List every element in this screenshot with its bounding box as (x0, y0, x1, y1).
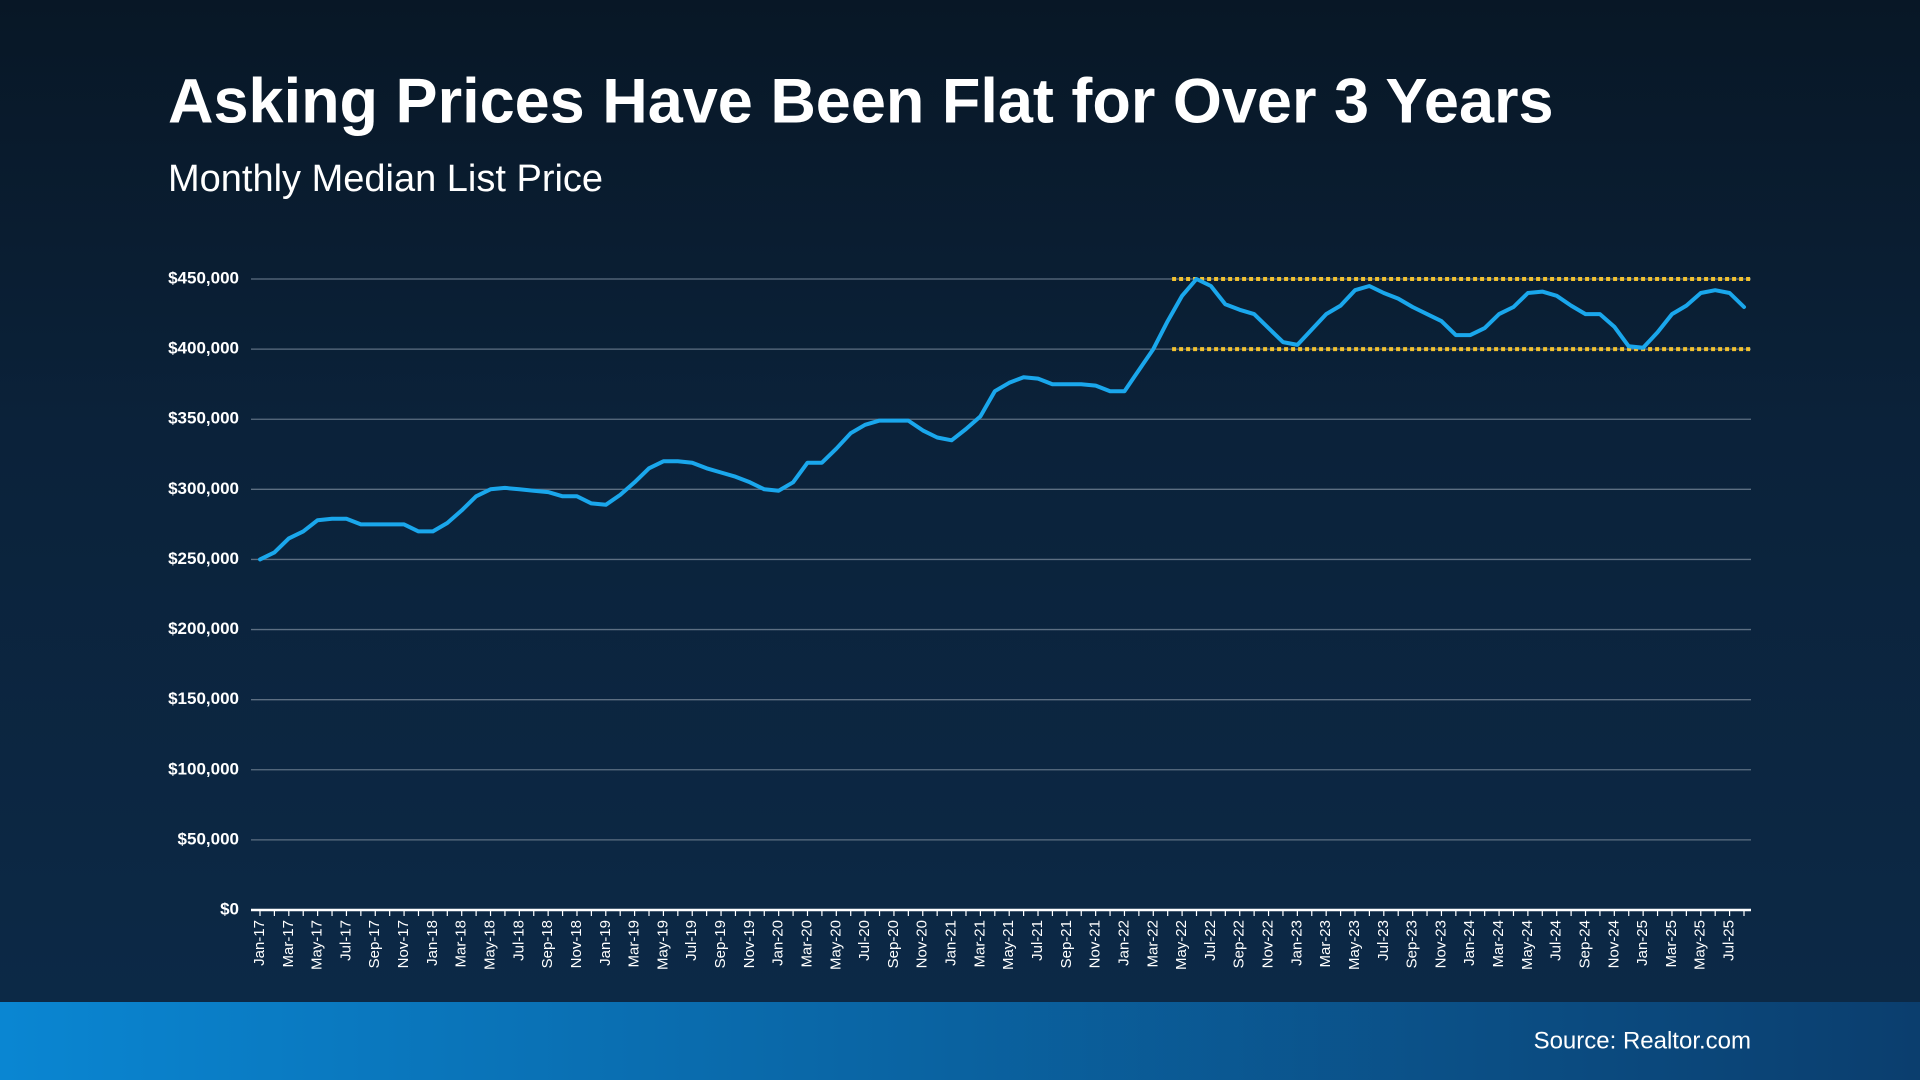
y-tick-label: $350,000 (168, 409, 239, 428)
x-tick-label: Jan-25 (1634, 920, 1651, 966)
x-tick-label: Jul-17 (337, 920, 354, 961)
x-tick-label: Sep-18 (539, 920, 556, 968)
data-line (258, 277, 1746, 562)
x-tick-label: Jul-22 (1202, 920, 1219, 961)
x-tick-label: May-17 (309, 920, 326, 970)
source-note: Source: Realtor.com (1534, 1027, 1751, 1054)
x-tick-label: Nov-22 (1260, 920, 1277, 968)
x-tick-label: May-18 (481, 920, 498, 970)
x-tick-label: Sep-22 (1231, 920, 1248, 968)
x-tick-label: Jan-20 (770, 920, 787, 966)
chart-subtitle: Monthly Median List Price (168, 158, 603, 200)
x-tick-label: Jul-18 (510, 920, 527, 961)
x-tick-label: May-19 (654, 920, 671, 970)
x-tick-label: Mar-22 (1144, 920, 1161, 968)
x-tick-label: Sep-17 (366, 920, 383, 968)
x-tick-label: Nov-24 (1605, 920, 1622, 968)
x-tick-label: Nov-23 (1432, 920, 1449, 968)
x-tick-label: Mar-25 (1663, 920, 1680, 968)
y-tick-label: $50,000 (178, 829, 239, 848)
x-tick-label: Jul-20 (856, 920, 873, 961)
x-tick-label: Nov-19 (741, 920, 758, 968)
x-tick-label: Sep-21 (1058, 920, 1075, 968)
x-tick-label: Mar-17 (280, 920, 297, 968)
x-tick-label: May-24 (1519, 920, 1536, 970)
x-tick-label: Sep-23 (1404, 920, 1421, 968)
x-tick-label: May-21 (1000, 920, 1017, 970)
x-tick-label: Jul-21 (1029, 920, 1046, 961)
x-tick-label: Jul-23 (1375, 920, 1392, 961)
x-tick-label: Jan-17 (251, 920, 268, 966)
x-tick-label: Mar-19 (626, 920, 643, 968)
x-tick-label: Mar-21 (971, 920, 988, 968)
x-tick-label: May-25 (1692, 920, 1709, 970)
x-tick-label: May-22 (1173, 920, 1190, 970)
x-tick-label: May-23 (1346, 920, 1363, 970)
x-tick-label: Jul-24 (1548, 920, 1565, 961)
x-tick-label: Sep-20 (885, 920, 902, 968)
x-tick-label: Mar-24 (1490, 920, 1507, 968)
x-tick-label: Nov-17 (395, 920, 412, 968)
x-tick-label: Jan-18 (424, 920, 441, 966)
x-tick-label: Jul-19 (683, 920, 700, 961)
y-tick-label: $400,000 (168, 339, 239, 358)
x-tick-label: Jan-21 (943, 920, 960, 966)
x-tick-label: Nov-20 (914, 920, 931, 968)
x-tick-label: Sep-19 (712, 920, 729, 968)
y-tick-label: $0 (220, 899, 239, 918)
x-tick-label: Mar-20 (798, 920, 815, 968)
x-tick-label: Nov-21 (1087, 920, 1104, 968)
x-tick-label: Sep-24 (1576, 920, 1593, 968)
y-tick-label: $100,000 (168, 759, 239, 778)
y-tick-label: $450,000 (168, 268, 239, 287)
chart-title: Asking Prices Have Been Flat for Over 3 … (168, 67, 1554, 137)
x-tick-label: Jan-23 (1288, 920, 1305, 966)
y-tick-label: $200,000 (168, 619, 239, 638)
y-tick-label: $150,000 (168, 689, 239, 708)
x-tick-label: Nov-18 (568, 920, 585, 968)
x-tick-label: Mar-18 (453, 920, 470, 968)
x-tick-label: Jul-25 (1721, 920, 1738, 961)
x-tick-label: Jan-24 (1461, 920, 1478, 966)
y-tick-label: $250,000 (168, 549, 239, 568)
x-tick-label: Mar-23 (1317, 920, 1334, 968)
footer-bar (0, 1002, 1920, 1080)
x-tick-label: Jan-19 (597, 920, 614, 966)
x-tick-label: May-20 (827, 920, 844, 970)
y-tick-label: $300,000 (168, 479, 239, 498)
x-tick-label: Jan-22 (1115, 920, 1132, 966)
